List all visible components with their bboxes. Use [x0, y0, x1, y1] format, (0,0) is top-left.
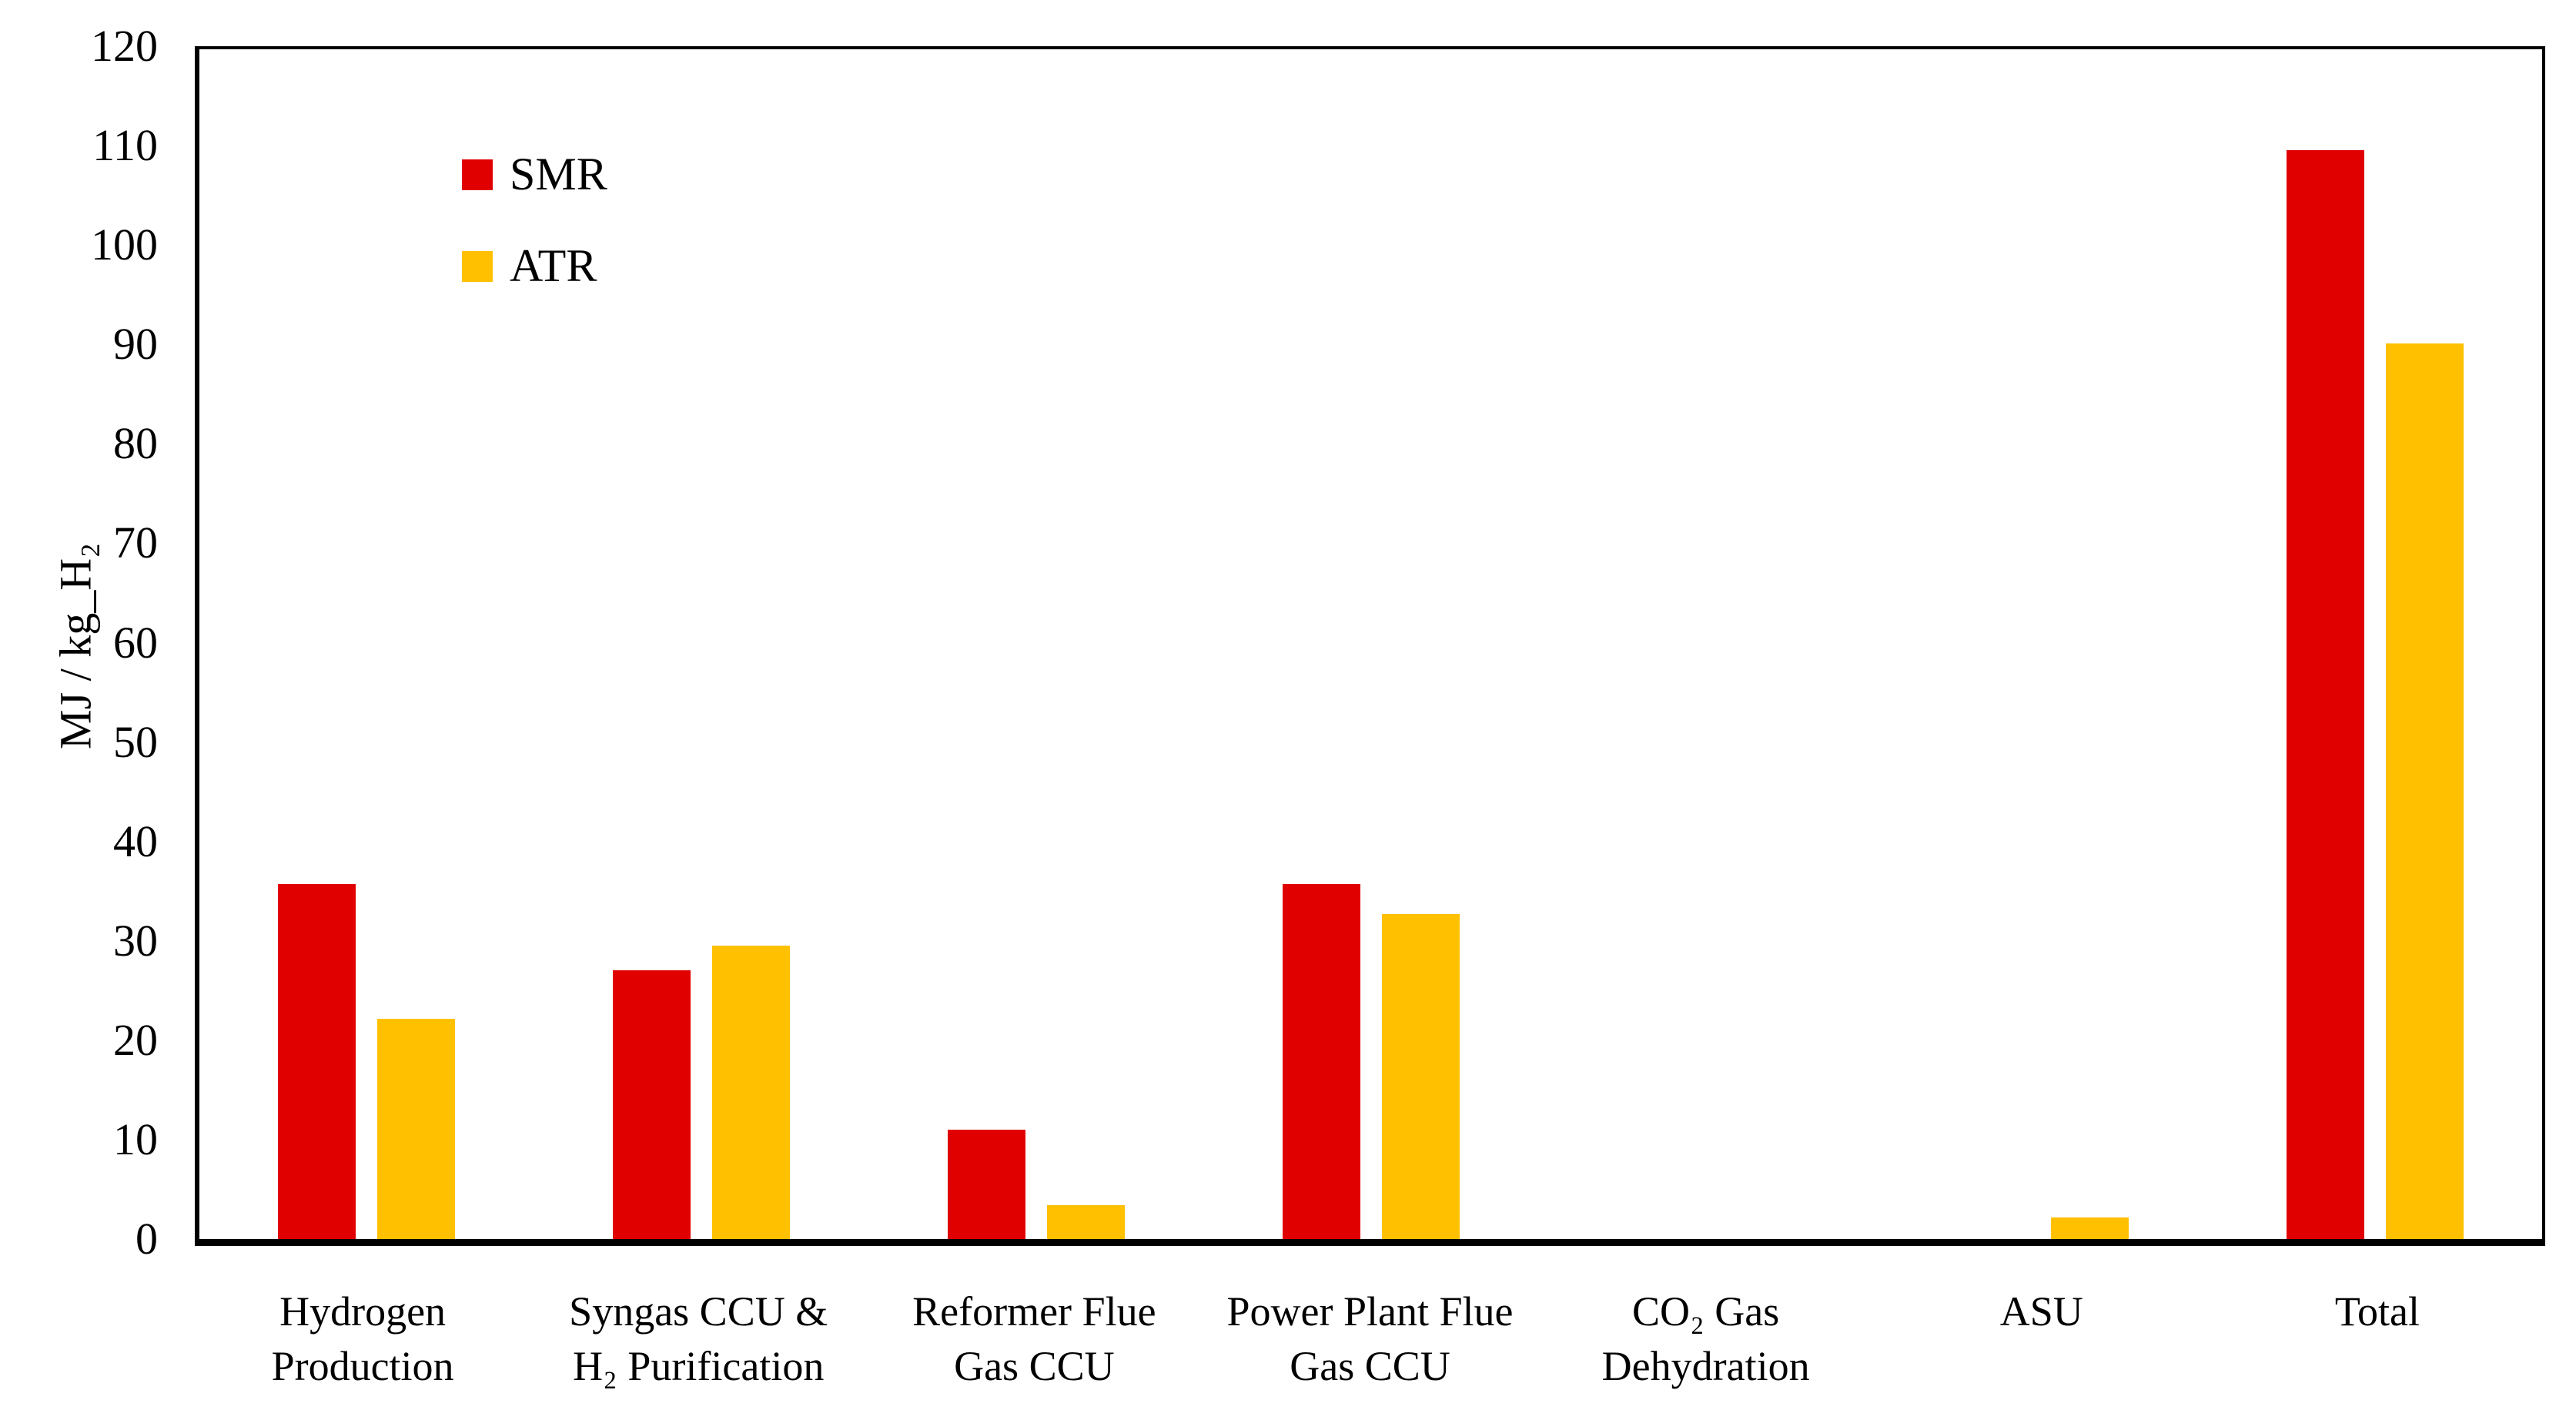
y-axis-tick-labels: 0 10 20 30 40 50 60 70 80 90 100 110 120 [0, 24, 158, 1261]
x-category-label: Total [2334, 1288, 2420, 1335]
y-tick-label: 70 [113, 517, 158, 568]
y-tick-label: 10 [113, 1114, 158, 1164]
bar-smr [613, 970, 691, 1239]
bar-group [1873, 49, 2208, 1239]
legend-item-atr: ATR [462, 239, 607, 293]
legend-label: ATR [510, 240, 597, 291]
bar-smr [1282, 884, 1360, 1239]
bar-group [1538, 49, 1873, 1239]
y-tick-label: 30 [113, 915, 158, 966]
x-category-label: Power Plant Flue Gas CCU [1226, 1288, 1514, 1390]
x-axis-category-labels: Hydrogen Production Syngas CCU & H₂ Purific… [195, 1284, 2545, 1395]
bar-atr [2050, 1217, 2129, 1239]
bar-atr [2385, 343, 2464, 1239]
bar-group [534, 49, 869, 1239]
y-tick-label: 50 [113, 716, 158, 767]
legend-label: SMR [510, 149, 607, 199]
y-tick-label: 100 [91, 219, 158, 270]
x-category-label: Reformer Flue Gas CCU [912, 1288, 1156, 1390]
bars-container [199, 49, 2542, 1239]
y-tick-label: 40 [113, 816, 158, 866]
y-tick-label: 0 [135, 1214, 158, 1264]
x-category-label: CO₂ Gas Dehydration [1601, 1288, 1810, 1390]
bar-atr [1381, 913, 1460, 1239]
x-category-label: ASU [1999, 1288, 2083, 1335]
y-tick-label: 60 [113, 617, 158, 668]
bar-smr [947, 1130, 1025, 1239]
bar-group [2207, 49, 2542, 1239]
y-tick-label: 110 [92, 120, 158, 171]
bar-atr [377, 1019, 456, 1239]
legend-swatch-icon [462, 250, 493, 282]
legend-swatch-icon [462, 159, 493, 190]
legend-item-smr: SMR [462, 148, 607, 201]
y-tick-label: 120 [91, 21, 158, 71]
bar-atr [1046, 1205, 1125, 1239]
bar-atr [712, 945, 791, 1239]
bar-group [1203, 49, 1538, 1239]
y-tick-label: 90 [113, 319, 158, 370]
plot-area: SMR ATR [195, 46, 2545, 1246]
x-category-label: Hydrogen Production [271, 1288, 454, 1390]
bar-group [868, 49, 1203, 1239]
y-tick-label: 20 [113, 1014, 158, 1065]
bar-smr [278, 884, 356, 1239]
x-category-label: Syngas CCU & H₂ Purification [569, 1288, 828, 1390]
legend: SMR ATR [462, 148, 607, 331]
bar-smr [2286, 150, 2364, 1239]
bar-group [199, 49, 534, 1239]
y-tick-label: 80 [113, 418, 158, 469]
